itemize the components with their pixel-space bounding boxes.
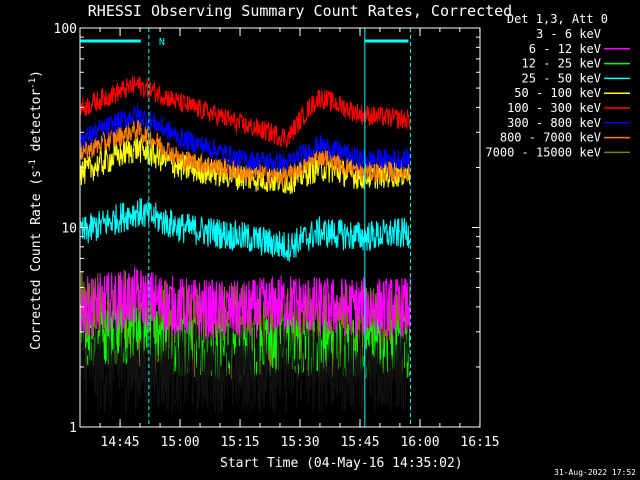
plot-area: N (80, 28, 411, 427)
series-line (80, 319, 411, 415)
x-axis-title: Start Time (04-May-16 14:35:02) (220, 456, 463, 471)
legend-header: Det 1,3, Att 0 (507, 12, 608, 26)
legend-label: 6 - 12 keV (529, 42, 601, 56)
legend-label: 25 - 50 keV (522, 71, 601, 85)
y-axis-title: Corrected Count Rate (s-1 detector-1) (28, 70, 44, 350)
x-tick-label: 15:30 (280, 435, 319, 450)
legend-label: 7000 - 15000 keV (485, 145, 601, 159)
night-marker-label: N (159, 37, 165, 48)
legend-label: 12 - 25 keV (522, 57, 601, 71)
x-tick-label: 14:45 (101, 435, 140, 450)
legend-label: 100 - 300 keV (507, 101, 601, 115)
x-tick-label: 15:45 (340, 435, 379, 450)
x-tick-label: 15:00 (160, 435, 199, 450)
series-line (80, 118, 411, 187)
y-tick-label: 1 (69, 421, 77, 436)
legend-label: 300 - 800 keV (507, 116, 601, 130)
legend-label: 50 - 100 keV (514, 86, 601, 100)
series-line (80, 197, 411, 262)
x-tick-label: 15:15 (220, 435, 259, 450)
chart-title: RHESSI Observing Summary Count Rates, Co… (88, 2, 512, 20)
footer-date: 31-Aug-2022 17:52 (554, 468, 636, 477)
x-tick-label: 16:15 (460, 435, 499, 450)
legend-label: 800 - 7000 keV (500, 131, 601, 145)
x-tick-label: 16:00 (400, 435, 439, 450)
series-line (80, 266, 411, 340)
series-line (80, 76, 411, 148)
y-tick-label: 100 (54, 22, 77, 37)
series-line (80, 105, 411, 173)
axes: 1 10 100 14:45 15:00 15:15 15:30 15:45 16:00 16:1… (54, 22, 500, 450)
legend-label: 3 - 6 keV (536, 27, 601, 41)
y-axis-title-text: Corrected Count Rate (s-1 detector-1) (28, 70, 44, 350)
y-tick-label: 10 (61, 222, 77, 237)
series-line (80, 136, 411, 195)
